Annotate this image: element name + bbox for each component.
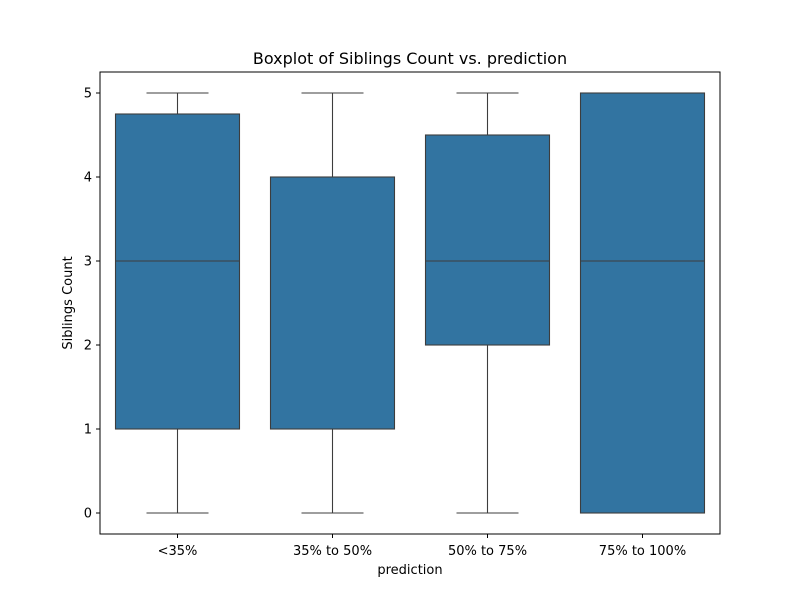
box-4 (579, 92, 706, 514)
y-tick-label: 1 (84, 423, 92, 438)
x-tick-label: 50% to 75% (448, 544, 527, 559)
x-tick-label: <35% (158, 544, 198, 559)
y-tick-label: 5 (84, 87, 92, 102)
x-tick-label: 35% to 50% (293, 544, 372, 559)
y-tick-label: 2 (84, 339, 92, 354)
y-tick-label: 0 (84, 507, 92, 522)
chart-title: Boxplot of Siblings Count vs. prediction (253, 49, 567, 68)
box-1 (114, 113, 241, 430)
box-3 (424, 134, 551, 346)
x-tick-label: 75% to 100% (599, 544, 686, 559)
axes-frame (99, 71, 721, 535)
x-axis-label: prediction (377, 563, 442, 578)
y-axis-label: Siblings Count (61, 256, 76, 349)
box-2 (269, 176, 396, 430)
y-tick-label: 3 (84, 255, 92, 270)
y-tick-label: 4 (84, 171, 92, 186)
plot-area: 0 1 2 3 4 5 <35% 35% to 50% 50% to 75% 75% to 100… (84, 71, 721, 559)
